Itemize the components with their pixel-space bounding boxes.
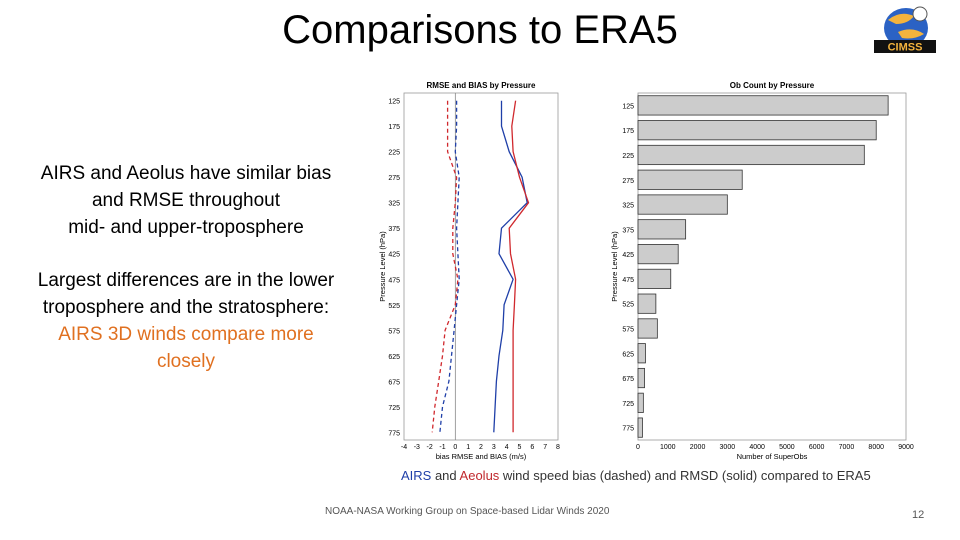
caption-airs: AIRS (401, 468, 432, 483)
x-tick-label: 0 (453, 444, 457, 451)
y-tick-label: 675 (388, 379, 400, 386)
highlight-line: AIRS 3D winds compare more (58, 324, 314, 345)
text-line: mid- and upper-troposphere (68, 217, 304, 238)
ob-count-chart: Ob Count by Pressure 125 175 225 275 325 375 42… (610, 81, 914, 461)
y-tick-label: 675 (622, 376, 634, 383)
x-axis-label: bias RMSE and BIAS (m/s) (436, 452, 527, 461)
chart-title: Ob Count by Pressure (730, 81, 815, 90)
cimss-logo: CIMSS (874, 6, 936, 54)
y-tick-label: 575 (388, 328, 400, 335)
x-tick-label: 8 (556, 444, 560, 451)
bar (637, 120, 877, 141)
y-tick-label: 225 (388, 150, 400, 157)
x-tick-label: 7000 (839, 444, 855, 451)
y-tick-label: 475 (622, 277, 634, 284)
x-tick-label: 0 (636, 444, 640, 451)
bar (637, 318, 658, 339)
y-tick-label: 125 (622, 103, 634, 110)
x-tick-label: 4000 (749, 444, 765, 451)
x-tick-label: 5000 (779, 444, 795, 451)
x-tick-label: 9000 (898, 444, 914, 451)
text-paragraph-1: AIRS and Aeolus have similar bias and RM… (10, 160, 362, 241)
y-tick-label: 775 (622, 426, 634, 433)
x-tick-label: 8000 (868, 444, 884, 451)
bar (637, 293, 657, 314)
text-line: AIRS and Aeolus have similar bias (40, 163, 332, 184)
bar (637, 343, 646, 364)
bar (637, 169, 743, 190)
chart-title: RMSE and BIAS by Pressure (427, 81, 536, 90)
x-tick-label: -4 (401, 444, 407, 451)
y-tick-label: 475 (388, 277, 400, 284)
y-axis-label: Pressure Level (hPa) (610, 231, 619, 302)
bar (637, 417, 643, 438)
figure-caption: AIRS and Aeolus wind speed bias (dashed)… (401, 468, 871, 483)
y-tick-label: 275 (622, 178, 634, 185)
bar (637, 144, 865, 166)
y-tick-label: 725 (388, 405, 400, 412)
x-tick-label: 7 (543, 444, 547, 451)
y-tick-label: 525 (622, 302, 634, 309)
x-tick-label: 2000 (690, 444, 706, 451)
x-tick-label: 1 (466, 444, 470, 451)
y-tick-label: 175 (622, 128, 634, 135)
caption-aeolus: Aeolus (459, 468, 500, 483)
page-number: 12 (912, 509, 925, 521)
bar (637, 95, 889, 116)
text-line: troposphere and the stratosphere: (42, 297, 330, 318)
caption-rest: wind speed bias (dashed) and RMSD (solid… (499, 468, 871, 483)
x-tick-label: 5 (518, 444, 522, 451)
y-tick-label: 625 (388, 354, 400, 361)
y-tick-label: 325 (622, 203, 634, 210)
y-tick-label: 125 (388, 99, 400, 106)
logo-text: CIMSS (888, 42, 923, 54)
caption-and: and (431, 468, 460, 483)
y-tick-label: 375 (388, 226, 400, 233)
x-tick-label: 3000 (720, 444, 736, 451)
x-tick-label: -2 (427, 444, 433, 451)
highlight-line: closely (156, 351, 216, 372)
x-tick-label: -3 (414, 444, 420, 451)
bar (637, 219, 687, 240)
bar (637, 268, 672, 289)
y-tick-label: 225 (622, 153, 634, 160)
text-line: Largest differences are in the lower (37, 270, 335, 291)
x-tick-label: 6000 (809, 444, 825, 451)
x-tick-label: 6 (530, 444, 534, 451)
bar (637, 194, 728, 215)
bar (637, 392, 644, 413)
text-line: and RMSE throughout (91, 190, 280, 211)
series-line (431, 100, 459, 433)
y-tick-label: 725 (622, 401, 634, 408)
footer-text: NOAA-NASA Working Group on Space-based L… (325, 506, 610, 517)
y-tick-label: 175 (388, 124, 400, 131)
y-tick-label: 425 (622, 252, 634, 259)
x-tick-label: 4 (505, 444, 509, 451)
series-line (508, 100, 530, 433)
y-tick-label: 625 (622, 351, 634, 358)
slide-title: Comparisons to ERA5 (282, 8, 678, 52)
bar (637, 367, 645, 389)
y-tick-label: 275 (388, 175, 400, 182)
y-tick-label: 325 (388, 201, 400, 208)
x-axis-label: Number of SuperObs (737, 452, 808, 461)
y-tick-label: 375 (622, 227, 634, 234)
series-line (493, 100, 528, 433)
bar (637, 244, 679, 265)
y-tick-label: 775 (388, 430, 400, 437)
x-tick-label: 3 (492, 444, 496, 451)
rmse-bias-chart: RMSE and BIAS by Pressure125175225275325… (378, 81, 560, 461)
x-tick-label: 2 (479, 444, 483, 451)
y-tick-label: 525 (388, 303, 400, 310)
plot-frame (403, 92, 559, 441)
y-tick-label: 575 (622, 326, 634, 333)
x-tick-label: 1000 (660, 444, 676, 451)
x-tick-label: -1 (439, 444, 445, 451)
text-paragraph-2: Largest differences are in the lower tro… (8, 267, 364, 375)
y-tick-label: 425 (388, 252, 400, 259)
y-axis-label: Pressure Level (hPa) (378, 231, 387, 302)
